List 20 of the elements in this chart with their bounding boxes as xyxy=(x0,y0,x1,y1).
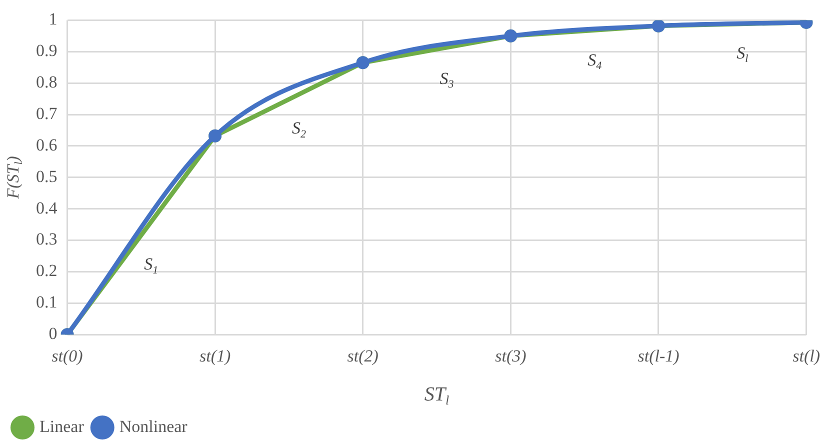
y-tick-label: 0.7 xyxy=(36,104,58,123)
y-tick-label: 0.8 xyxy=(36,72,58,92)
y-tick-label: 0 xyxy=(48,324,58,344)
legend-label: Linear xyxy=(40,416,84,436)
y-tick-label: 0.2 xyxy=(36,261,58,280)
x-tick-label: st(0) xyxy=(52,346,84,366)
x-tick-label: st(l-1) xyxy=(638,346,680,366)
x-tick-label: st(l) xyxy=(792,346,820,366)
x-tick-label: st(1) xyxy=(199,346,231,366)
y-tick-label: 0.4 xyxy=(36,198,58,218)
y-axis-title: F(STl) xyxy=(3,156,26,200)
y-tick-label: 0.1 xyxy=(36,292,58,312)
y-tick-label: 0.6 xyxy=(36,135,58,154)
y-tick-label: 0.3 xyxy=(36,230,58,249)
x-tick-label: st(2) xyxy=(347,346,379,366)
y-tick-label: 1 xyxy=(48,10,58,29)
legend-label: Nonlinear xyxy=(119,416,188,436)
y-tick-label: 0.5 xyxy=(36,166,58,186)
x-tick-label: st(3) xyxy=(495,346,527,366)
y-tick-label: 0.9 xyxy=(36,41,58,60)
